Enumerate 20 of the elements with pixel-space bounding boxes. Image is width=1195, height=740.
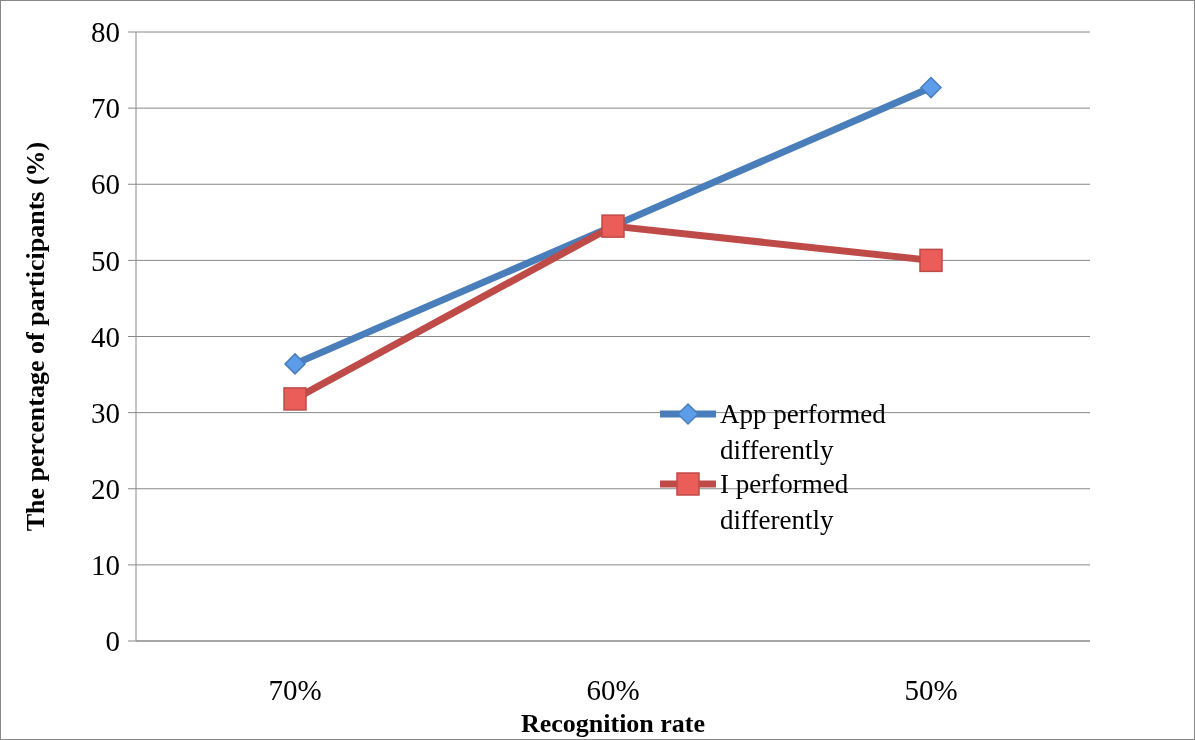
x-tick-label: 50% bbox=[904, 674, 958, 706]
legend-label: App performed differently bbox=[720, 399, 887, 466]
y-tick-label: 60 bbox=[91, 168, 120, 201]
x-axis-title: Recognition rate bbox=[520, 709, 706, 738]
y-tick-label: 30 bbox=[91, 396, 120, 429]
y-tick-label: 70 bbox=[91, 92, 120, 125]
y-tick-label: 40 bbox=[91, 320, 120, 353]
y-tick-label: 80 bbox=[91, 16, 120, 49]
x-tick-label: 60% bbox=[586, 674, 640, 706]
y-axis-title: The percentage of participants (%) bbox=[21, 141, 50, 532]
point bbox=[919, 248, 943, 273]
legend-label: I performed differently bbox=[720, 469, 849, 536]
y-tick-label: 0 bbox=[105, 625, 120, 658]
x-tick-label: 70% bbox=[268, 674, 322, 706]
y-tick-label: 10 bbox=[91, 549, 120, 582]
y-tick-label: 50 bbox=[91, 244, 120, 277]
point bbox=[920, 76, 942, 99]
point bbox=[284, 353, 306, 375]
y-tick-label: 20 bbox=[91, 472, 120, 505]
point bbox=[283, 387, 307, 411]
